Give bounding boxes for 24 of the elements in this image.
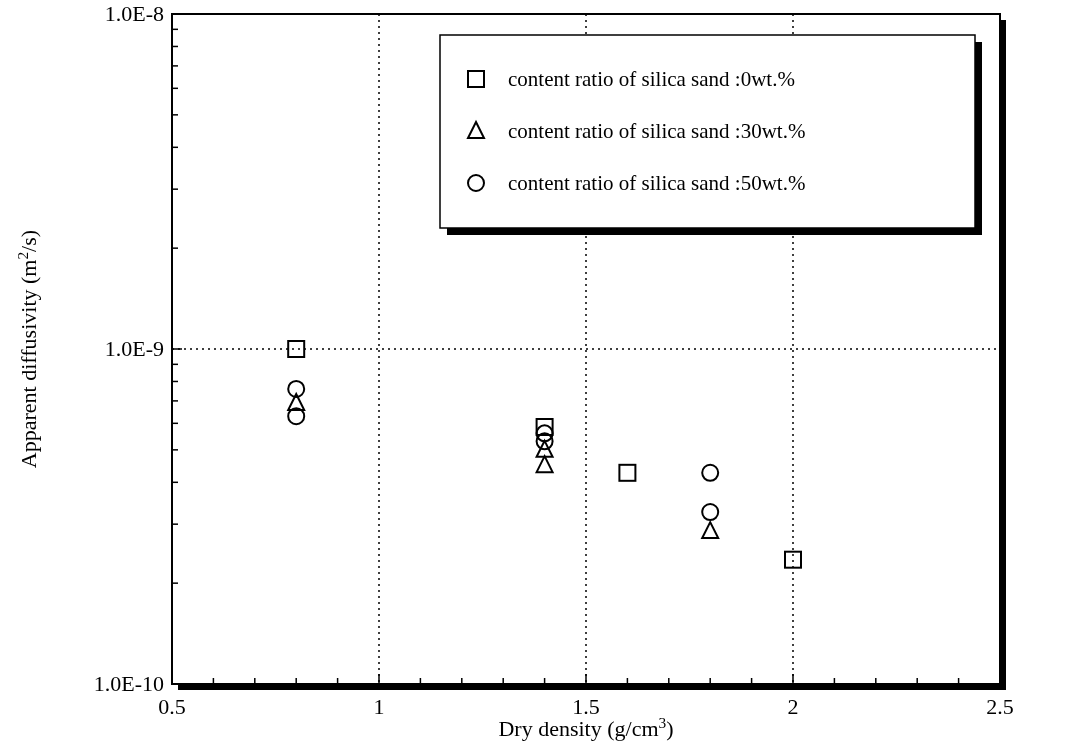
y-tick-label: 1.0E-9 (104, 336, 164, 361)
point (618, 463, 637, 482)
x-tick-label: 2 (787, 694, 799, 719)
point (287, 407, 306, 426)
point (535, 439, 554, 458)
legend-label: content ratio of silica sand :0wt.% (508, 67, 795, 91)
point (535, 432, 554, 451)
point (784, 550, 802, 569)
y-tick-label: 1.0E-8 (104, 1, 164, 26)
point (701, 521, 720, 540)
legend-label: content ratio of silica sand :50wt.% (508, 171, 806, 195)
point (287, 392, 306, 411)
point (701, 463, 720, 482)
point (535, 455, 554, 474)
x-tick-label: 2.5 (986, 694, 1014, 719)
x-tick-label: 0.5 (158, 694, 186, 719)
x-tick-label: 1 (373, 694, 385, 719)
point (535, 418, 554, 436)
point (287, 379, 306, 398)
point (701, 503, 720, 522)
point (535, 424, 554, 443)
point (287, 340, 306, 358)
y-tick-label: 1.0E-10 (93, 671, 164, 696)
legend-label: content ratio of silica sand :30wt.% (508, 119, 806, 143)
